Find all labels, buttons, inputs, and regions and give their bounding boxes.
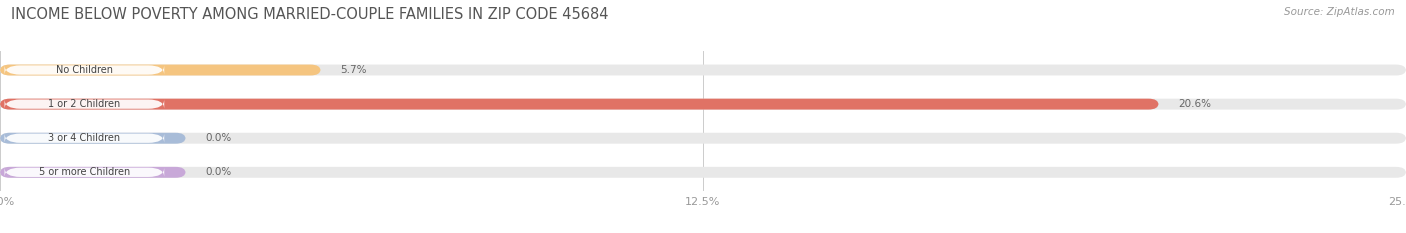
FancyBboxPatch shape (0, 133, 1406, 144)
FancyBboxPatch shape (0, 99, 1159, 110)
Text: 5.7%: 5.7% (340, 65, 367, 75)
FancyBboxPatch shape (0, 65, 321, 75)
FancyBboxPatch shape (4, 133, 165, 143)
FancyBboxPatch shape (0, 99, 1406, 110)
FancyBboxPatch shape (4, 65, 165, 75)
FancyBboxPatch shape (0, 167, 186, 178)
Text: 20.6%: 20.6% (1178, 99, 1211, 109)
FancyBboxPatch shape (4, 167, 165, 177)
Text: 1 or 2 Children: 1 or 2 Children (48, 99, 121, 109)
Text: Source: ZipAtlas.com: Source: ZipAtlas.com (1284, 7, 1395, 17)
Text: No Children: No Children (56, 65, 112, 75)
FancyBboxPatch shape (0, 65, 1406, 75)
Text: 5 or more Children: 5 or more Children (39, 167, 129, 177)
Text: 3 or 4 Children: 3 or 4 Children (48, 133, 121, 143)
FancyBboxPatch shape (0, 167, 1406, 178)
Text: 0.0%: 0.0% (205, 133, 232, 143)
FancyBboxPatch shape (4, 99, 165, 109)
Text: 0.0%: 0.0% (205, 167, 232, 177)
FancyBboxPatch shape (0, 133, 186, 144)
Text: INCOME BELOW POVERTY AMONG MARRIED-COUPLE FAMILIES IN ZIP CODE 45684: INCOME BELOW POVERTY AMONG MARRIED-COUPL… (11, 7, 609, 22)
